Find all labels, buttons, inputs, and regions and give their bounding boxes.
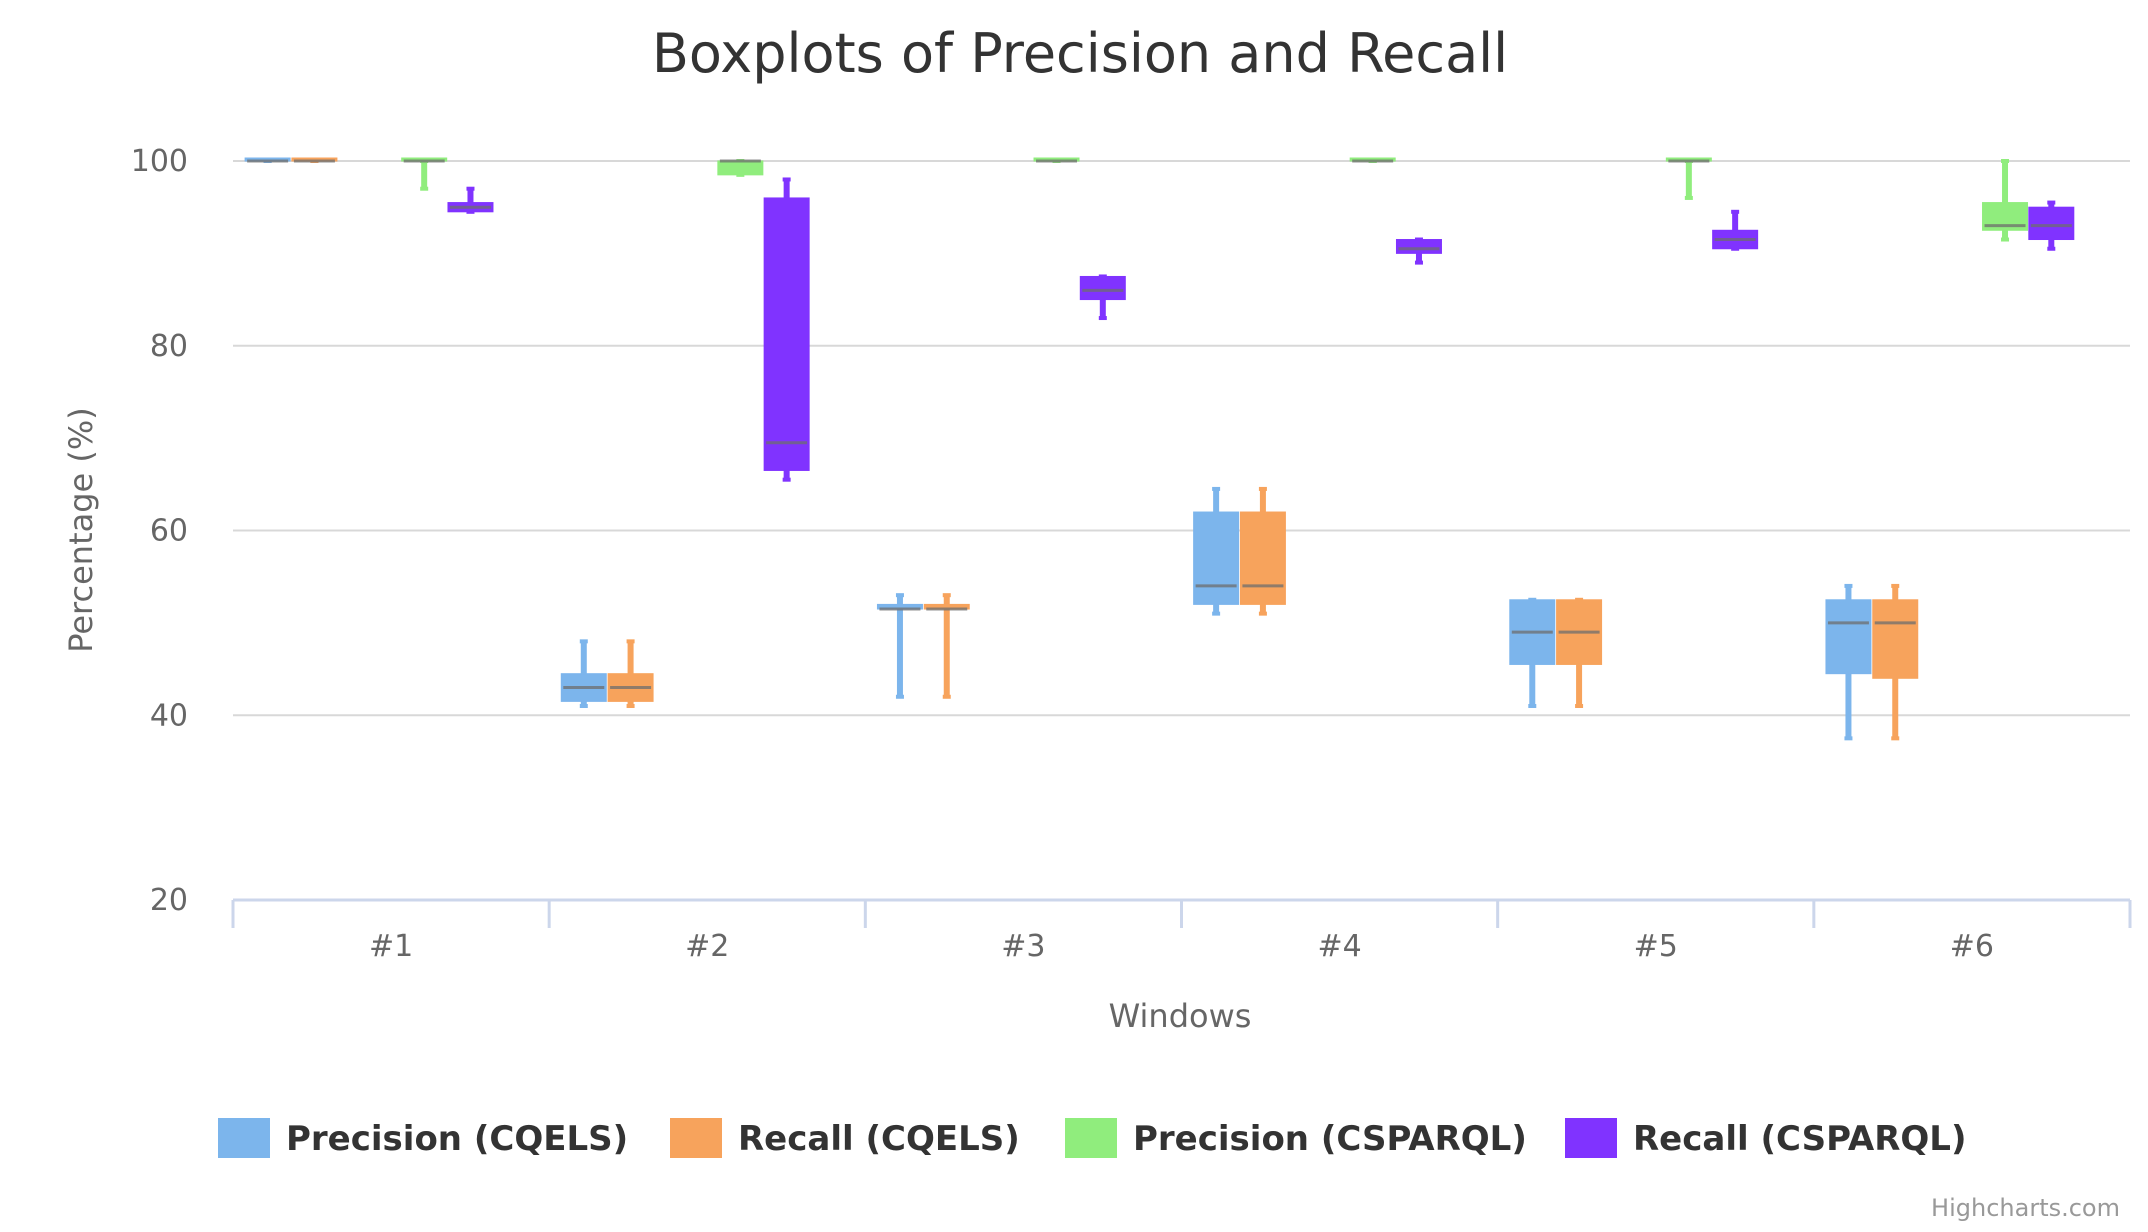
- legend-swatch: [1065, 1118, 1117, 1158]
- legend-item[interactable]: Precision (CQELS): [218, 1118, 628, 1159]
- box-plot-item[interactable]: [1509, 597, 1556, 709]
- legend-item[interactable]: Recall (CSPARQL): [1565, 1118, 1967, 1159]
- x-tick-label: #1: [369, 929, 413, 964]
- y-tick-label: 40: [150, 698, 188, 733]
- x-axis-ticks: #1 #2 #3 #4 #5 #6: [369, 929, 1994, 964]
- legend: Precision (CQELS) Recall (CQELS) Precision…: [218, 1118, 1967, 1159]
- box-iqr: [717, 160, 764, 176]
- box-plot-item[interactable]: [1193, 486, 1240, 616]
- box-plot-item[interactable]: [1079, 274, 1126, 321]
- series-1: [291, 157, 1919, 741]
- box-iqr: [763, 197, 810, 471]
- grid-lines: [233, 160, 2130, 717]
- box-plot-item[interactable]: [1665, 157, 1712, 200]
- legend-label: Recall (CQELS): [738, 1119, 1020, 1159]
- box-plot-item[interactable]: [244, 157, 291, 163]
- x-tick-label: #3: [1001, 929, 1045, 964]
- y-tick-label: 20: [150, 883, 188, 918]
- box-iqr: [2028, 206, 2075, 241]
- box-iqr: [1079, 275, 1126, 301]
- legend-swatch: [1565, 1118, 1617, 1158]
- box-plot-item[interactable]: [1872, 583, 1919, 741]
- box-plot-item[interactable]: [1033, 157, 1080, 163]
- y-tick-label: 60: [150, 514, 188, 549]
- box-plot-item[interactable]: [291, 157, 338, 163]
- legend-label: Precision (CSPARQL): [1133, 1119, 1527, 1159]
- box-plot-item[interactable]: [447, 186, 494, 214]
- legend-label: Recall (CSPARQL): [1633, 1119, 1967, 1159]
- x-axis-title: Windows: [1109, 997, 1252, 1035]
- series-0: [244, 157, 1872, 741]
- box-plot-item[interactable]: [2028, 200, 2075, 251]
- box-iqr: [1825, 599, 1872, 675]
- box-plot-item[interactable]: [923, 593, 970, 699]
- legend-label: Precision (CQELS): [286, 1119, 628, 1159]
- x-tick-label: #6: [1950, 929, 1994, 964]
- x-axis: [231, 898, 2132, 928]
- y-tick-label: 80: [150, 329, 188, 364]
- series-3: [447, 177, 2075, 482]
- box-plot-item[interactable]: [1239, 486, 1286, 616]
- box-plot-item[interactable]: [763, 177, 810, 482]
- box-iqr: [1193, 511, 1240, 605]
- box-plot-item[interactable]: [607, 639, 654, 709]
- box-plot-item[interactable]: [1349, 157, 1396, 163]
- box-plot-item[interactable]: [1982, 159, 2029, 242]
- y-axis-ticks: 20 40 60 80 100: [131, 144, 188, 918]
- x-tick-label: #5: [1634, 929, 1678, 964]
- box-plot-item[interactable]: [1825, 583, 1872, 741]
- legend-swatch: [218, 1118, 270, 1158]
- box-plot-item[interactable]: [1395, 237, 1442, 265]
- box-plot-item[interactable]: [1712, 209, 1759, 251]
- x-tick-label: #4: [1317, 929, 1361, 964]
- legend-item[interactable]: Recall (CQELS): [670, 1118, 1020, 1159]
- box-plot-item[interactable]: [1556, 597, 1603, 709]
- y-axis-title: Percentage (%): [62, 407, 100, 653]
- legend-swatch: [670, 1118, 722, 1158]
- legend-item[interactable]: Precision (CSPARQL): [1065, 1118, 1527, 1159]
- x-tick-label: #2: [685, 929, 729, 964]
- y-tick-label: 100: [131, 144, 188, 179]
- box-iqr: [1872, 599, 1919, 679]
- credits-link[interactable]: Highcharts.com: [1931, 1194, 2120, 1222]
- box-plot-item[interactable]: [876, 593, 923, 699]
- box-iqr: [1239, 511, 1286, 605]
- plot-area: [244, 157, 2075, 741]
- box-plot-item[interactable]: [560, 639, 607, 709]
- chart-title: Boxplots of Precision and Recall: [652, 22, 1508, 85]
- box-plot-item[interactable]: [401, 157, 448, 191]
- box-plot-item[interactable]: [717, 159, 764, 177]
- box-iqr: [1395, 239, 1442, 254]
- series-2: [401, 157, 2029, 242]
